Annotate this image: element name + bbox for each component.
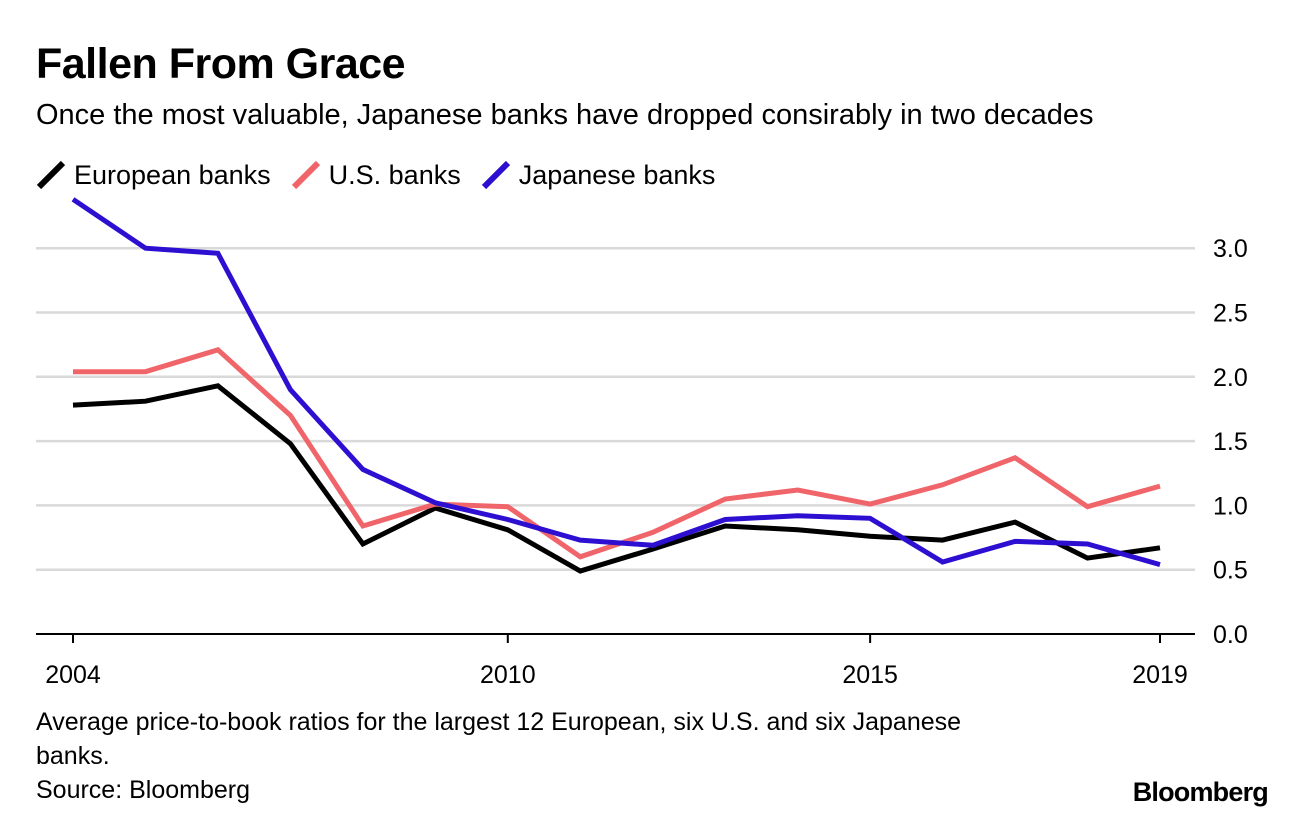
chart-subtitle: Once the most valuable, Japanese banks h… [36, 99, 1094, 131]
legend-line-us [291, 160, 320, 190]
series-line-japanese-banks [71, 197, 1161, 568]
x-tick-label: 2010 [480, 661, 536, 689]
bloomberg-logo: Bloomberg [1132, 777, 1269, 807]
y-tick-label: 2.5 [1213, 300, 1248, 328]
y-tick-label: 0.5 [1213, 557, 1248, 585]
chart-source: Source: Bloomberg [36, 776, 251, 804]
legend-swatch-us [291, 160, 321, 190]
legend-item-european: European banks [36, 160, 271, 191]
y-tick-label: 1.5 [1213, 428, 1248, 456]
legend-line-european [36, 160, 66, 190]
legend-line-japanese [481, 160, 510, 190]
y-tick-label: 0.0 [1213, 621, 1248, 649]
legend: European banks U.S. banks Japanese banks [36, 155, 735, 195]
x-tick-label: 2019 [1132, 661, 1188, 689]
legend-item-us: U.S. banks [291, 160, 461, 191]
legend-label-european: European banks [74, 159, 271, 190]
x-tick-label: 2015 [842, 661, 898, 689]
chart-title: Fallen From Grace [36, 40, 406, 88]
legend-swatch-japanese [481, 160, 511, 190]
x-tick-label: 2004 [45, 661, 101, 689]
legend-label-us: U.S. banks [328, 159, 461, 190]
series-line-european-banks [72, 383, 1161, 574]
legend-swatch-european [36, 160, 66, 190]
y-tick-label: 2.0 [1213, 364, 1248, 392]
y-tick-label: 3.0 [1213, 235, 1248, 263]
legend-label-japanese: Japanese banks [518, 159, 716, 190]
y-tick-label: 1.0 [1213, 492, 1248, 520]
legend-item-japanese: Japanese banks [481, 159, 716, 191]
chart-footnote: Average price-to-book ratios for the lar… [36, 708, 962, 770]
